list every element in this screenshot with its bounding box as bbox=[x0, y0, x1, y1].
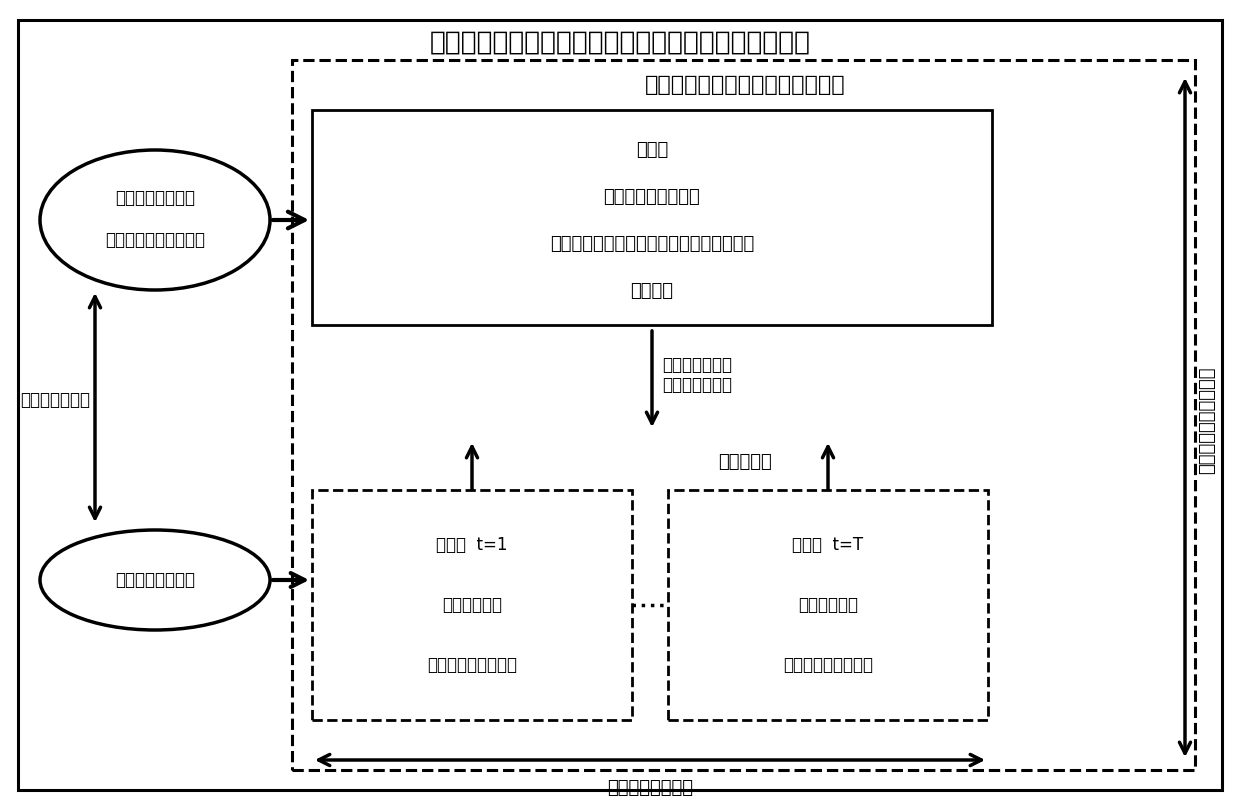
Text: 主问题: 主问题 bbox=[636, 141, 668, 159]
Text: 全时段时间维协调优化: 全时段时间维协调优化 bbox=[1198, 366, 1216, 474]
Text: 直流联络线运行约束: 直流联络线运行约束 bbox=[604, 188, 701, 206]
Text: 子问题  t=1: 子问题 t=1 bbox=[436, 536, 507, 554]
Text: 可行性约束: 可行性约束 bbox=[718, 453, 771, 471]
Bar bbox=[291, 60, 1195, 770]
Bar bbox=[312, 490, 632, 720]
Text: 火电、风电出力
直流联络线功率: 火电、风电出力 直流联络线功率 bbox=[662, 356, 732, 394]
Text: 子问题  t=T: 子问题 t=T bbox=[792, 536, 863, 554]
Text: 单时段空间维优化: 单时段空间维优化 bbox=[608, 779, 693, 797]
Bar bbox=[668, 490, 988, 720]
Text: 无功设备连接约束: 无功设备连接约束 bbox=[115, 189, 195, 207]
Text: 风电约束: 风电约束 bbox=[630, 282, 673, 300]
Text: 交流潮流约束: 交流潮流约束 bbox=[441, 596, 502, 614]
Text: 功率平衡、机组爬坡、系统备用等常规约束: 功率平衡、机组爬坡、系统备用等常规约束 bbox=[549, 235, 754, 253]
Text: 计及无功设备动作次数的跨区直流联络线功率优化模型: 计及无功设备动作次数的跨区直流联络线功率优化模型 bbox=[429, 30, 811, 56]
FancyBboxPatch shape bbox=[19, 20, 1221, 790]
Text: 换流站稳态运行约束: 换流站稳态运行约束 bbox=[782, 656, 873, 674]
Ellipse shape bbox=[40, 530, 270, 630]
Text: 安全约束直流联络线功率优化模型: 安全约束直流联络线功率优化模型 bbox=[645, 75, 846, 95]
Text: 换流站稳态运行约束: 换流站稳态运行约束 bbox=[427, 656, 517, 674]
Text: 无功设备最优解: 无功设备最优解 bbox=[20, 391, 91, 409]
Text: 无功设备连接约束: 无功设备连接约束 bbox=[115, 571, 195, 589]
Bar bbox=[312, 110, 992, 325]
Text: 无功设备动作次数约束: 无功设备动作次数约束 bbox=[105, 231, 205, 249]
Ellipse shape bbox=[40, 150, 270, 290]
Text: 交流潮流约束: 交流潮流约束 bbox=[799, 596, 858, 614]
